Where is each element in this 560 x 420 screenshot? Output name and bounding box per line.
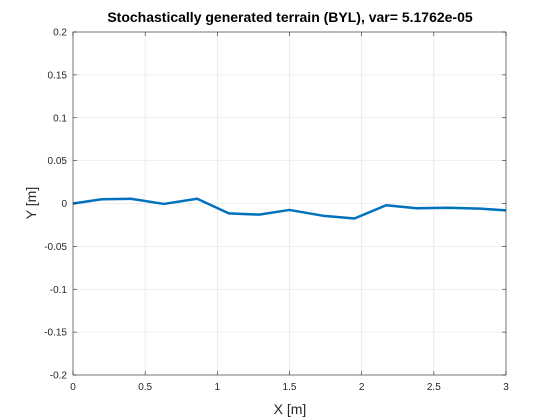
x-tick-label: 0	[70, 382, 76, 393]
x-tick-label: 2.5	[427, 382, 441, 393]
y-tick-label: -0.05	[44, 242, 67, 253]
y-tick-label: -0.1	[50, 285, 68, 296]
y-tick-label: -0.15	[44, 328, 67, 339]
y-tick-label: 0.05	[48, 156, 68, 167]
terrain-series-line	[72, 197, 507, 220]
x-tick-label: 1.5	[283, 382, 297, 393]
y-tick-label: 0.2	[53, 28, 67, 39]
x-axis-label: X [m]	[274, 401, 307, 417]
x-tick-label: 3	[503, 382, 509, 393]
y-tick-label: 0	[61, 199, 67, 210]
ticks: 0 0.5 1 1.5 2 2.5 3 0.2 0.15 0.1 0.05 0 -0.05 -0.1 -0.…	[44, 28, 509, 394]
y-tick-label: 0.1	[53, 113, 67, 124]
y-axis-label: Y [m]	[23, 187, 39, 219]
x-tick-label: 1	[215, 382, 221, 393]
y-tick-label: 0.15	[48, 70, 68, 81]
chart-title: Stochastically generated terrain (BYL), …	[107, 9, 473, 25]
series-layer	[72, 197, 507, 220]
x-tick-label: 0.5	[138, 382, 152, 393]
y-tick-label: -0.2	[50, 371, 68, 382]
x-tick-label: 2	[359, 382, 365, 393]
